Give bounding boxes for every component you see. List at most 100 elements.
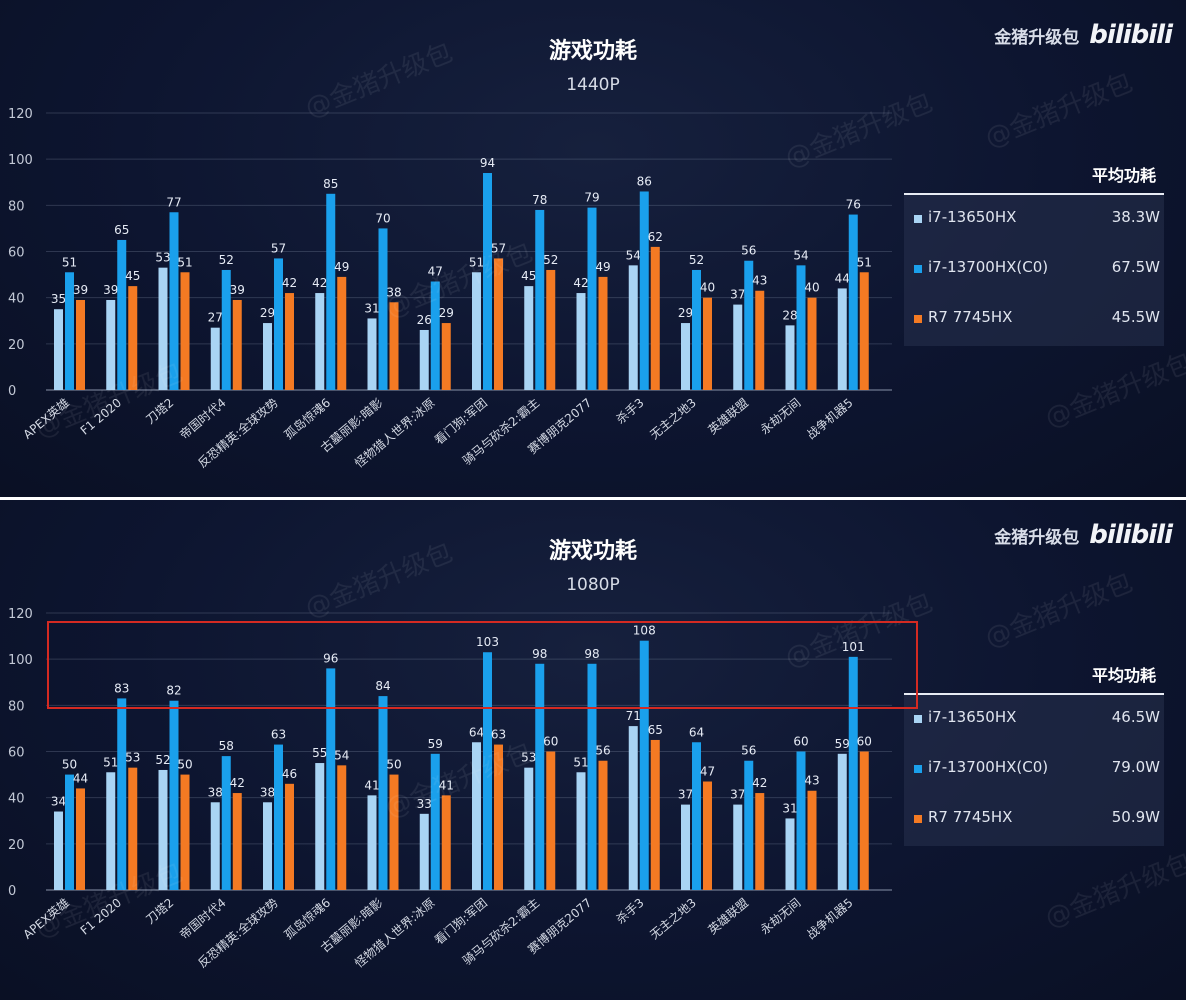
bar xyxy=(76,788,85,890)
data-label: 51 xyxy=(103,755,118,769)
bar xyxy=(681,804,690,890)
bar xyxy=(703,297,712,390)
bar xyxy=(576,293,586,390)
bar xyxy=(598,276,608,390)
data-label: 51 xyxy=(177,255,192,269)
legend-series-name: i7-13650HX xyxy=(928,208,1017,226)
category-label: 杀手3 xyxy=(613,895,647,927)
data-label: 45 xyxy=(125,269,140,283)
bar xyxy=(210,327,220,390)
category-label: 杀手3 xyxy=(613,395,647,427)
category-label: APEX英雄 xyxy=(20,895,72,942)
data-label: 47 xyxy=(428,265,443,279)
bar xyxy=(263,323,272,390)
data-label: 44 xyxy=(73,771,88,785)
bilibili-logo: bilibili xyxy=(1089,520,1173,550)
bar xyxy=(598,760,608,890)
data-label: 52 xyxy=(689,253,704,267)
bar xyxy=(315,293,325,390)
data-label: 54 xyxy=(793,248,808,262)
bar xyxy=(117,698,127,890)
data-label: 41 xyxy=(364,778,379,792)
data-label: 50 xyxy=(62,758,77,772)
data-label: 31 xyxy=(364,301,379,315)
data-label: 98 xyxy=(584,647,599,661)
category-label: 刀塔2 xyxy=(143,396,176,427)
data-label: 42 xyxy=(312,276,327,290)
bar xyxy=(210,802,220,890)
bar xyxy=(535,663,545,890)
data-label: 71 xyxy=(626,709,641,723)
bar xyxy=(419,813,429,890)
legend-average-value: 50.9W xyxy=(1111,808,1160,826)
bar xyxy=(546,751,556,890)
bar xyxy=(441,323,451,390)
bar xyxy=(389,302,399,390)
data-label: 51 xyxy=(62,255,77,269)
data-label: 98 xyxy=(532,647,547,661)
bar xyxy=(419,329,429,390)
bar xyxy=(796,265,806,390)
data-label: 33 xyxy=(417,797,432,811)
data-label: 64 xyxy=(689,725,704,739)
data-label: 45 xyxy=(521,269,536,283)
bar xyxy=(472,272,481,390)
legend-item: i7-13700HX(C0) 79.0W xyxy=(914,758,1160,782)
bar xyxy=(807,790,817,890)
bar xyxy=(733,804,743,890)
data-label: 78 xyxy=(532,193,547,207)
data-label: 29 xyxy=(678,306,693,320)
category-label: 战争机器5 xyxy=(804,396,856,442)
panel-divider xyxy=(0,497,1186,500)
data-label: 77 xyxy=(166,195,181,209)
legend-average-power: 平均功耗 i7-13650HX 38.3W i7-13700HX(C0) 67.… xyxy=(904,150,1164,346)
category-label: APEX英雄 xyxy=(20,395,72,442)
bar xyxy=(848,214,858,390)
data-label: 82 xyxy=(166,684,181,698)
data-label: 49 xyxy=(334,260,349,274)
legend-series-name: i7-13700HX(C0) xyxy=(928,258,1049,276)
bar xyxy=(54,309,63,390)
y-tick-label: 80 xyxy=(8,699,25,714)
y-tick-label: 60 xyxy=(8,746,25,761)
data-label: 34 xyxy=(51,795,66,809)
bar xyxy=(494,258,503,390)
data-label: 40 xyxy=(700,281,715,295)
data-label: 60 xyxy=(543,735,558,749)
data-label: 51 xyxy=(469,255,484,269)
legend-swatch xyxy=(914,715,922,723)
bar xyxy=(337,276,347,390)
brand-name: 金猪升级包 xyxy=(994,527,1080,548)
data-label: 47 xyxy=(700,765,715,779)
legend-divider xyxy=(904,693,1164,695)
data-label: 59 xyxy=(428,737,443,751)
data-label: 42 xyxy=(752,776,767,790)
bar xyxy=(221,756,231,890)
chart-title: 游戏功耗 xyxy=(548,39,637,64)
bar xyxy=(106,772,116,890)
bar xyxy=(128,286,138,390)
legend-swatch xyxy=(914,265,922,273)
category-label: 战争机器5 xyxy=(804,896,856,942)
bar xyxy=(378,228,388,390)
bar xyxy=(367,318,377,390)
data-label: 83 xyxy=(114,681,129,695)
y-tick-label: 0 xyxy=(8,884,16,899)
bar xyxy=(169,700,179,890)
category-label: 永劫无间 xyxy=(758,896,804,938)
data-label: 43 xyxy=(752,274,767,288)
category-label: 孤岛惊魂6 xyxy=(281,895,333,942)
legend-average-value: 45.5W xyxy=(1111,308,1160,326)
legend-item: R7 7745HX 50.9W xyxy=(914,808,1160,832)
bar xyxy=(326,193,336,390)
data-label: 28 xyxy=(782,308,797,322)
bar xyxy=(681,323,690,390)
y-tick-label: 100 xyxy=(8,153,33,168)
bar xyxy=(158,267,168,390)
bar xyxy=(733,304,743,390)
bar xyxy=(441,795,451,890)
data-label: 35 xyxy=(51,292,66,306)
data-label: 56 xyxy=(595,744,610,758)
data-label: 39 xyxy=(73,283,88,297)
